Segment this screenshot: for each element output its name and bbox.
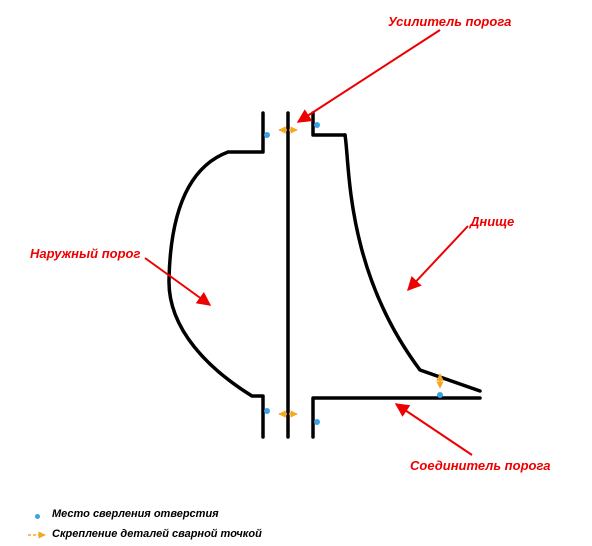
legend-drill-text: Место сверления отверстия [52,508,219,520]
outline-top-hook-right [313,113,345,135]
drill-marker-icon [314,419,320,425]
label-bottom: Соединитель порога [410,458,550,473]
legend-weld-text: Скрепление деталей сварной точкой [52,528,262,540]
callout-arrows [145,30,472,455]
callout-arrow-left [145,258,210,305]
cross-section-outline [169,113,480,437]
drill-marker-icon [264,408,270,414]
label-top: Усилитель порога [388,14,511,29]
drill-markers [264,122,443,425]
label-right: Днище [470,214,514,229]
outline-right-floor-curve [345,135,480,391]
callout-arrow-bottom [396,404,472,455]
outline-left-rocker [169,113,263,437]
callout-arrow-top [298,30,440,122]
drill-marker-icon [437,392,443,398]
weld-arrows [279,130,440,414]
legend-drill-dot-icon [35,514,40,519]
label-left: Наружный порог [30,246,140,261]
drill-marker-icon [314,122,320,128]
callout-arrow-right [408,226,468,290]
diagram-canvas: Усилитель порога Наружный порог Днище Со… [0,0,592,546]
outline-lower-right-join [313,398,480,437]
drill-marker-icon [264,132,270,138]
